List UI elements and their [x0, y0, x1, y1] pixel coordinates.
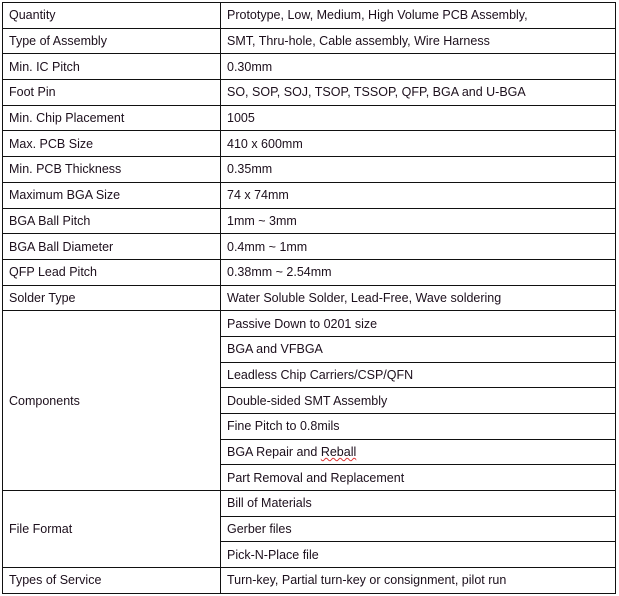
row-value: Part Removal and Replacement — [220, 464, 616, 492]
row-label: Min. Chip Placement — [2, 104, 221, 132]
table-row: Components Passive Down to 0201 size — [2, 310, 616, 492]
table-row: Min. PCB Thickness 0.35mm — [2, 156, 616, 183]
table-row: Quantity Prototype, Low, Medium, High Vol… — [2, 2, 616, 29]
table-row: Types of Service Turn-key, Partial turn-k… — [2, 567, 616, 594]
table-row: Leadless Chip Carriers/CSP/QFN — [3, 361, 616, 389]
row-value: Turn-key, Partial turn-key or consignmen… — [220, 567, 616, 594]
row-label: Foot Pin — [2, 79, 221, 106]
row-value: SMT, Thru-hole, Cable assembly, Wire Har… — [220, 27, 616, 55]
table-row: File Format Bill of Materials — [2, 490, 616, 569]
row-value: 1mm ~ 3mm — [220, 207, 616, 235]
row-value: Prototype, Low, Medium, High Volume PCB … — [220, 2, 616, 29]
row-value: BGA and VFBGA — [220, 335, 616, 363]
row-label: QFP Lead Pitch — [2, 258, 221, 286]
row-value: 0.38mm ~ 2.54mm — [220, 258, 616, 286]
row-value: 74 x 74mm — [220, 181, 616, 209]
row-value: Passive Down to 0201 size — [220, 310, 616, 337]
row-value: Gerber files — [220, 515, 616, 543]
row-label: File Format — [2, 490, 221, 569]
table-row: Min. Chip Placement 1005 — [2, 104, 616, 132]
row-value: Water Soluble Solder, Lead-Free, Wave so… — [220, 284, 616, 312]
row-value: 0.30mm — [220, 53, 616, 81]
row-value: 1005 — [220, 104, 616, 132]
table-row: BGA Ball Diameter 0.4mm ~ 1mm — [2, 233, 616, 260]
spellcheck-word: Reball — [320, 445, 357, 460]
table-row: BGA Repair and Reball — [3, 438, 616, 466]
table-row: Min. IC Pitch 0.30mm — [2, 53, 616, 81]
row-label: Min. PCB Thickness — [2, 156, 221, 183]
table-row: Solder Type Water Soluble Solder, Lead-Fr… — [2, 284, 616, 312]
table-row: BGA and VFBGA — [3, 335, 616, 363]
row-label: Solder Type — [2, 284, 221, 312]
table-row: Type of Assembly SMT, Thru-hole, Cable as… — [2, 27, 616, 55]
table-row: Pick-N-Place file — [3, 541, 616, 569]
row-value: Leadless Chip Carriers/CSP/QFN — [220, 361, 616, 389]
row-label: Types of Service — [2, 567, 221, 594]
row-label: Quantity — [2, 2, 221, 29]
row-label: Type of Assembly — [2, 27, 221, 55]
table-row: Foot Pin SO, SOP, SOJ, TSOP, TSSOP, QFP, … — [2, 79, 616, 106]
table-row: Max. PCB Size 410 x 600mm — [2, 130, 616, 158]
row-value: Bill of Materials — [220, 490, 616, 517]
row-label: Max. PCB Size — [2, 130, 221, 158]
row-label: Maximum BGA Size — [2, 181, 221, 209]
table-row: Maximum BGA Size 74 x 74mm — [2, 181, 616, 209]
row-value: 0.4mm ~ 1mm — [220, 233, 616, 260]
row-value: Fine Pitch to 0.8mils — [220, 413, 616, 440]
row-value: Double-sided SMT Assembly — [220, 387, 616, 414]
row-label: BGA Ball Pitch — [2, 207, 221, 235]
row-value: 410 x 600mm — [220, 130, 616, 158]
table-row: BGA Ball Pitch 1mm ~ 3mm — [2, 207, 616, 235]
row-label: Min. IC Pitch — [2, 53, 221, 81]
row-value: SO, SOP, SOJ, TSOP, TSSOP, QFP, BGA and … — [220, 79, 616, 106]
table-row: Gerber files — [3, 515, 616, 543]
table-row: Fine Pitch to 0.8mils — [3, 413, 616, 440]
row-label: BGA Ball Diameter — [2, 233, 221, 260]
table-row: QFP Lead Pitch 0.38mm ~ 2.54mm — [2, 258, 616, 286]
row-value: 0.35mm — [220, 156, 616, 183]
row-value: BGA Repair and Reball — [220, 438, 616, 466]
row-value: Pick-N-Place file — [220, 541, 616, 569]
row-label: Components — [2, 310, 221, 492]
